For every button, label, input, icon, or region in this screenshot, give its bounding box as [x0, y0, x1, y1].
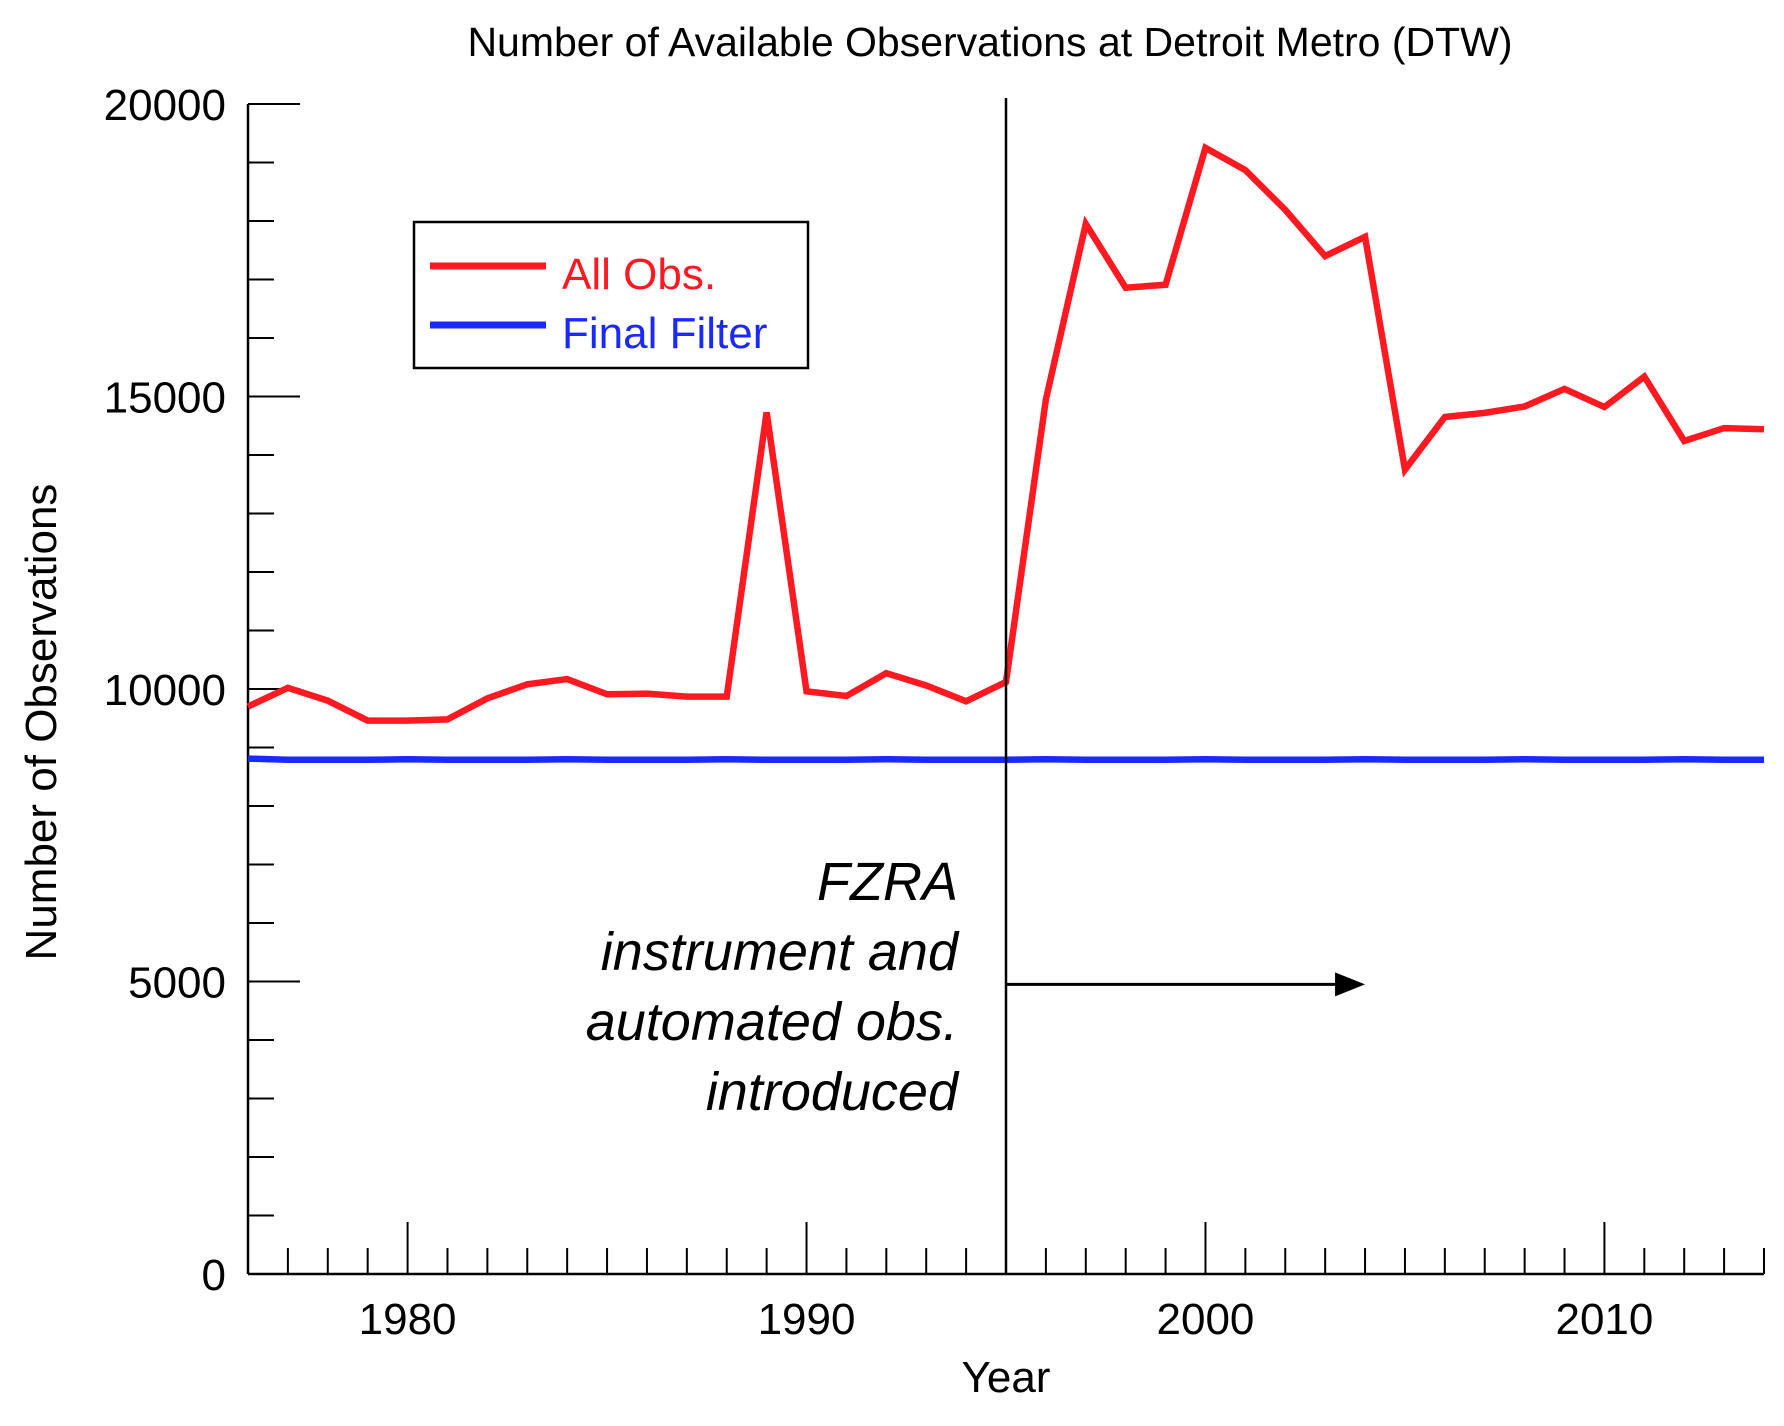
chart-title: Number of Available Observations at Detr… — [467, 19, 1512, 65]
annotation: FZRA instrument and automated obs. intro… — [586, 852, 960, 1122]
x-tick-label: 1980 — [359, 1295, 457, 1344]
annotation-line-3: automated obs. — [586, 992, 958, 1052]
y-tick-label: 20000 — [104, 81, 226, 130]
legend-box — [412, 220, 810, 370]
axes: 0 5000 10000 15000 20000 1980 1990 2000 2010 — [104, 81, 1765, 1344]
y-tick-label: 15000 — [104, 374, 226, 423]
legend: All Obs. Final Filter — [412, 220, 810, 370]
annotation-line-4: introduced — [706, 1062, 960, 1122]
legend-label-final-filter: Final Filter — [562, 309, 767, 358]
marker-layer — [1004, 98, 1366, 1274]
annotation-arrowhead — [1335, 972, 1366, 997]
annotation-line-1: FZRA — [817, 852, 958, 912]
y-axis-title: Number of Observations — [17, 484, 66, 961]
x-tick-label: 2010 — [1555, 1295, 1653, 1344]
x-tick-label: 1990 — [758, 1295, 856, 1344]
y-tick-label: 10000 — [104, 666, 226, 715]
x-axis-title: Year — [962, 1353, 1051, 1402]
legend-label-all-obs: All Obs. — [562, 250, 716, 299]
x-tick-label: 2000 — [1157, 1295, 1255, 1344]
annotation-line-2: instrument and — [601, 922, 960, 982]
y-tick-label: 5000 — [128, 959, 226, 1008]
y-tick-label: 0 — [202, 1251, 226, 1300]
